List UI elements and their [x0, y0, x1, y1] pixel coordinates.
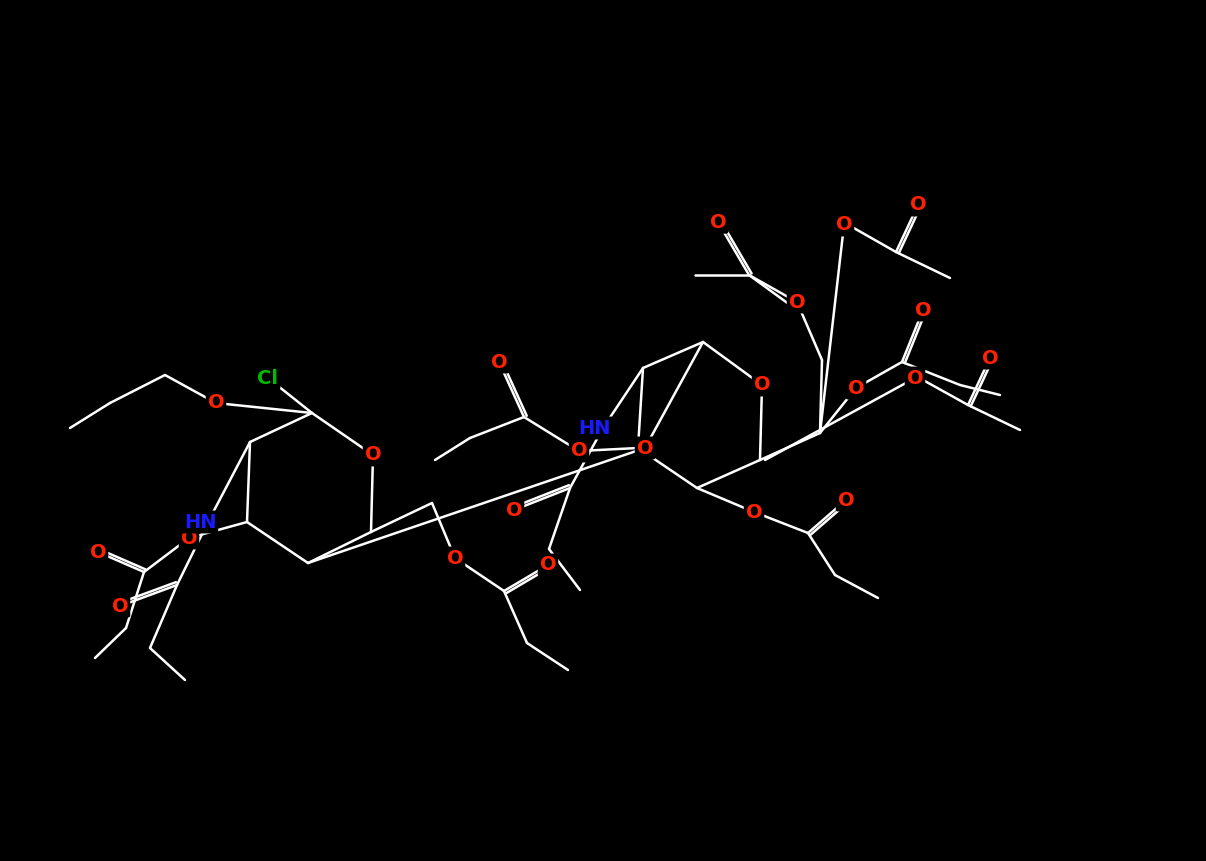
- Text: O: O: [789, 293, 806, 312]
- Text: O: O: [754, 375, 771, 394]
- Text: O: O: [709, 213, 726, 232]
- Text: O: O: [570, 442, 587, 461]
- Text: O: O: [446, 548, 463, 567]
- Text: O: O: [89, 542, 106, 561]
- Text: O: O: [491, 352, 508, 371]
- Text: O: O: [505, 500, 522, 519]
- Text: O: O: [112, 597, 128, 616]
- Text: O: O: [982, 349, 999, 368]
- Text: O: O: [848, 379, 865, 398]
- Text: HN: HN: [183, 512, 216, 531]
- Text: O: O: [914, 300, 931, 319]
- Text: O: O: [709, 213, 726, 232]
- Text: O: O: [836, 215, 853, 234]
- Text: O: O: [181, 529, 198, 548]
- Text: HN: HN: [579, 418, 611, 437]
- Text: O: O: [364, 445, 381, 464]
- Text: O: O: [540, 555, 556, 574]
- Text: O: O: [745, 503, 762, 522]
- Text: O: O: [838, 491, 854, 510]
- Text: Cl: Cl: [258, 369, 279, 387]
- Text: O: O: [207, 393, 224, 412]
- Text: O: O: [909, 195, 926, 214]
- Text: O: O: [907, 369, 924, 387]
- Text: O: O: [637, 438, 654, 457]
